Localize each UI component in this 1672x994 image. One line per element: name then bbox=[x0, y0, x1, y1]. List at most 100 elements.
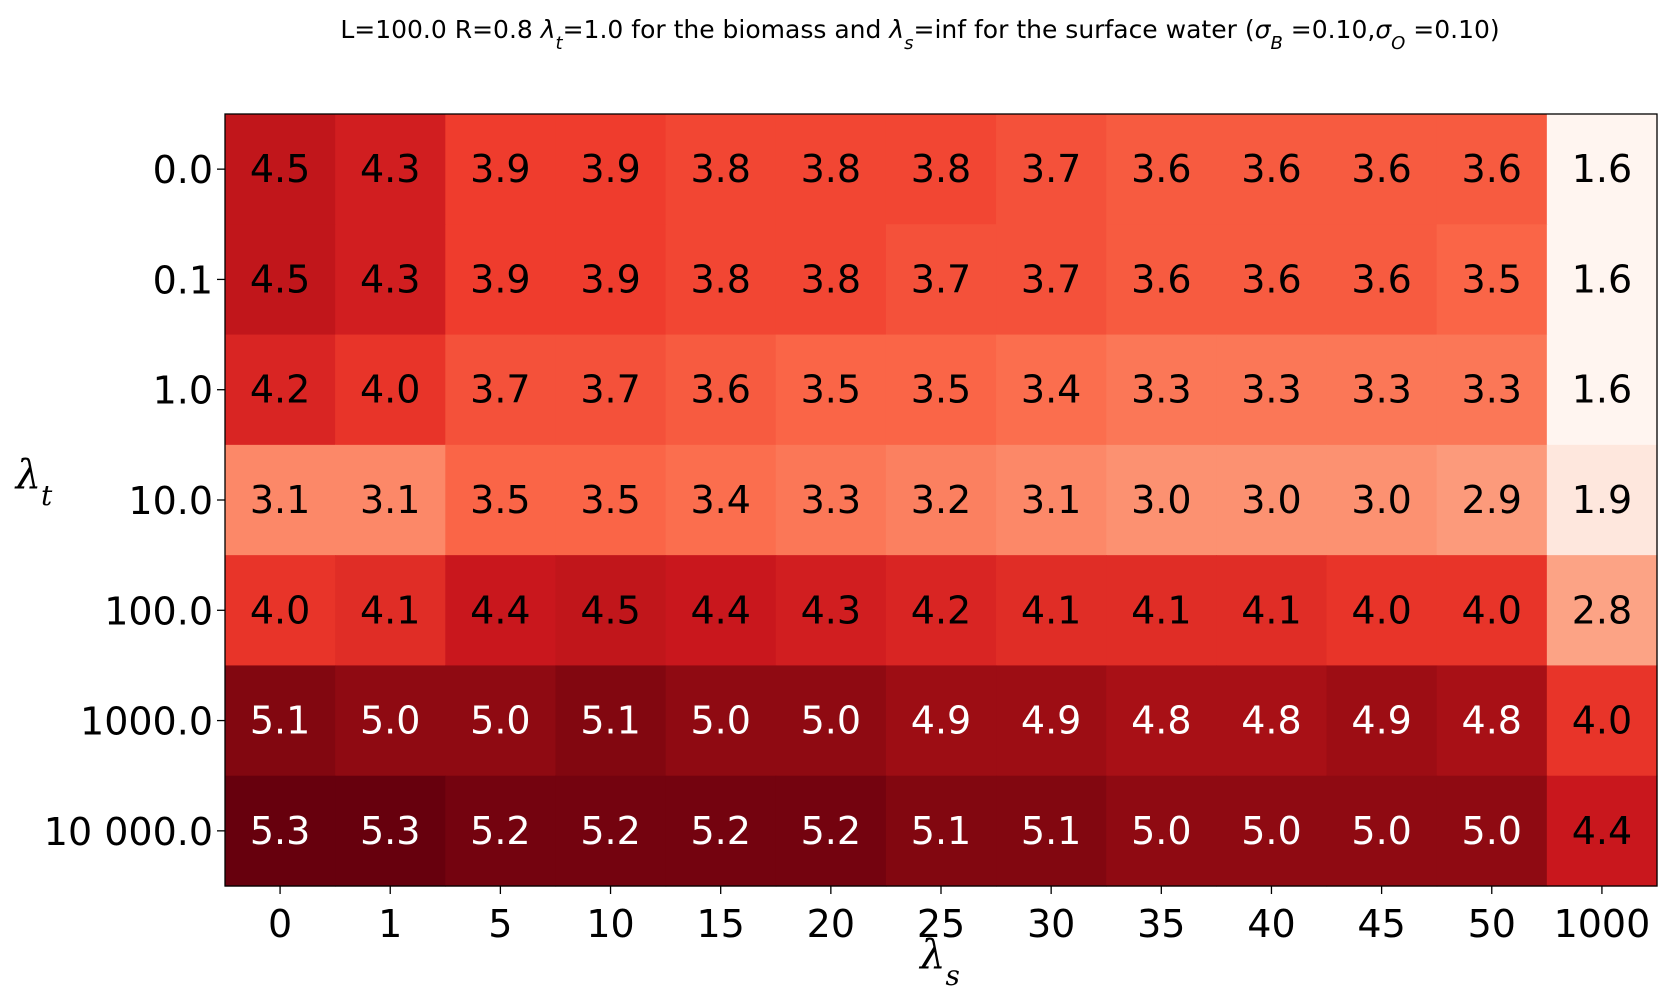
cell-value-label: 5.0 bbox=[1131, 809, 1191, 853]
heatmap-cell bbox=[1326, 444, 1438, 556]
heatmap-cell bbox=[1106, 444, 1217, 556]
cell-value-label: 4.9 bbox=[911, 699, 971, 743]
heatmap-cell bbox=[555, 775, 667, 887]
heatmap-cell bbox=[445, 775, 557, 887]
x-tick-label: 10 bbox=[586, 902, 634, 946]
cell-value-label: 3.6 bbox=[1351, 257, 1411, 301]
cell-value-label: 5.0 bbox=[801, 699, 861, 743]
heatmap-cell bbox=[335, 224, 446, 336]
heatmap-cell bbox=[885, 775, 997, 887]
heatmap-cell bbox=[775, 775, 887, 887]
x-tick-label: 25 bbox=[917, 902, 965, 946]
cell-value-label: 4.0 bbox=[250, 588, 310, 632]
heatmap-cell bbox=[1326, 114, 1438, 225]
heatmap-cell bbox=[1546, 444, 1658, 556]
heatmap-cell bbox=[1436, 665, 1548, 777]
x-tick-label: 40 bbox=[1247, 902, 1295, 946]
cell-value-label: 2.9 bbox=[1462, 478, 1522, 522]
cell-value-label: 4.0 bbox=[1462, 588, 1522, 632]
x-tick-label: 20 bbox=[807, 902, 855, 946]
heatmap-cell bbox=[1216, 555, 1328, 667]
heatmap-cell bbox=[1216, 775, 1328, 887]
x-tick-label: 35 bbox=[1137, 902, 1185, 946]
heatmap-cell bbox=[555, 114, 667, 225]
cell-value-label: 4.5 bbox=[580, 588, 640, 632]
cell-value-label: 3.6 bbox=[1241, 257, 1301, 301]
heatmap-cell bbox=[335, 444, 446, 556]
heatmap-cell bbox=[885, 224, 997, 336]
cell-value-label: 1.6 bbox=[1572, 147, 1632, 191]
heatmap-cell bbox=[1216, 665, 1328, 777]
cell-value-labels: 4.5 4.3 3.9 3.9 3.8 3.8 3.8 3.7 3.6 3.6 3.6 3.6 1.6 4… bbox=[250, 147, 1632, 853]
cell-value-label: 3.5 bbox=[470, 478, 530, 522]
heatmap-cell bbox=[225, 444, 336, 556]
cell-value-label: 4.9 bbox=[1021, 699, 1081, 743]
cell-value-label: 3.6 bbox=[1351, 147, 1411, 191]
cell-value-label: 3.7 bbox=[1021, 257, 1081, 301]
cell-value-label: 5.1 bbox=[1021, 809, 1081, 853]
cell-value-label: 3.3 bbox=[1131, 368, 1191, 412]
cell-value-label: 3.8 bbox=[801, 147, 861, 191]
heatmap-cell bbox=[996, 665, 1107, 777]
heatmap-cell bbox=[996, 114, 1107, 225]
x-axis-label: λs bbox=[918, 932, 960, 992]
heatmap-cell bbox=[996, 444, 1107, 556]
x-tick-label: 0 bbox=[268, 902, 292, 946]
cell-value-label: 5.1 bbox=[250, 699, 310, 743]
cell-value-label: 3.1 bbox=[1021, 478, 1081, 522]
heatmap-cell bbox=[1546, 775, 1658, 887]
x-tick-label: 45 bbox=[1357, 902, 1405, 946]
cell-value-label: 5.2 bbox=[801, 809, 861, 853]
cell-value-label: 3.7 bbox=[911, 257, 971, 301]
heatmap-cell bbox=[555, 665, 667, 777]
cell-value-label: 4.2 bbox=[250, 368, 310, 412]
heatmap-cell bbox=[1106, 114, 1217, 225]
cell-value-label: 5.3 bbox=[360, 809, 420, 853]
cell-value-label: 4.2 bbox=[911, 588, 971, 632]
heatmap-cell bbox=[665, 334, 777, 446]
heatmap-cell bbox=[996, 555, 1107, 667]
cell-value-label: 5.2 bbox=[690, 809, 750, 853]
cell-value-label: 3.7 bbox=[580, 368, 640, 412]
heatmap-cell bbox=[1436, 555, 1548, 667]
y-axis-label: λt bbox=[14, 452, 53, 512]
heatmap-cell bbox=[885, 555, 997, 667]
cell-value-label: 4.3 bbox=[801, 588, 861, 632]
cell-value-label: 1.6 bbox=[1572, 368, 1632, 412]
heatmap-cell bbox=[1436, 334, 1548, 446]
heatmap-cell bbox=[555, 444, 667, 556]
heatmap-cell bbox=[1436, 114, 1548, 225]
cell-value-label: 4.8 bbox=[1131, 699, 1191, 743]
cell-value-label: 5.0 bbox=[360, 699, 420, 743]
cell-value-label: 3.4 bbox=[690, 478, 750, 522]
y-tick-label: 0.1 bbox=[153, 258, 213, 302]
y-tick-label: 1.0 bbox=[153, 369, 213, 413]
heatmap-cell bbox=[335, 665, 446, 777]
cell-value-label: 3.0 bbox=[1241, 478, 1301, 522]
heatmap-cell bbox=[1106, 775, 1217, 887]
heatmap-cell bbox=[1546, 224, 1658, 336]
heatmap-cell bbox=[445, 665, 557, 777]
heatmap-cell bbox=[335, 114, 446, 225]
cell-value-label: 5.2 bbox=[580, 809, 640, 853]
heatmap-cell bbox=[445, 114, 557, 225]
heatmap-cell bbox=[445, 224, 557, 336]
cell-value-label: 3.0 bbox=[1131, 478, 1191, 522]
x-tick-label: 1000 bbox=[1554, 902, 1651, 946]
cell-value-label: 3.6 bbox=[1131, 257, 1191, 301]
cell-value-label: 5.0 bbox=[470, 699, 530, 743]
heatmap-cell bbox=[996, 775, 1107, 887]
cell-value-label: 4.1 bbox=[1241, 588, 1301, 632]
heatmap-cell bbox=[1436, 224, 1548, 336]
cell-value-label: 4.4 bbox=[470, 588, 530, 632]
cell-value-label: 3.1 bbox=[360, 478, 420, 522]
x-tick-label: 30 bbox=[1027, 902, 1075, 946]
heatmap-cell bbox=[225, 334, 336, 446]
heatmap-cell bbox=[1326, 555, 1438, 667]
cell-value-label: 3.8 bbox=[690, 147, 750, 191]
cell-value-label: 4.8 bbox=[1241, 699, 1301, 743]
cell-value-label: 4.5 bbox=[250, 257, 310, 301]
heatmap-cell bbox=[1546, 334, 1658, 446]
cell-value-label: 5.3 bbox=[250, 809, 310, 853]
